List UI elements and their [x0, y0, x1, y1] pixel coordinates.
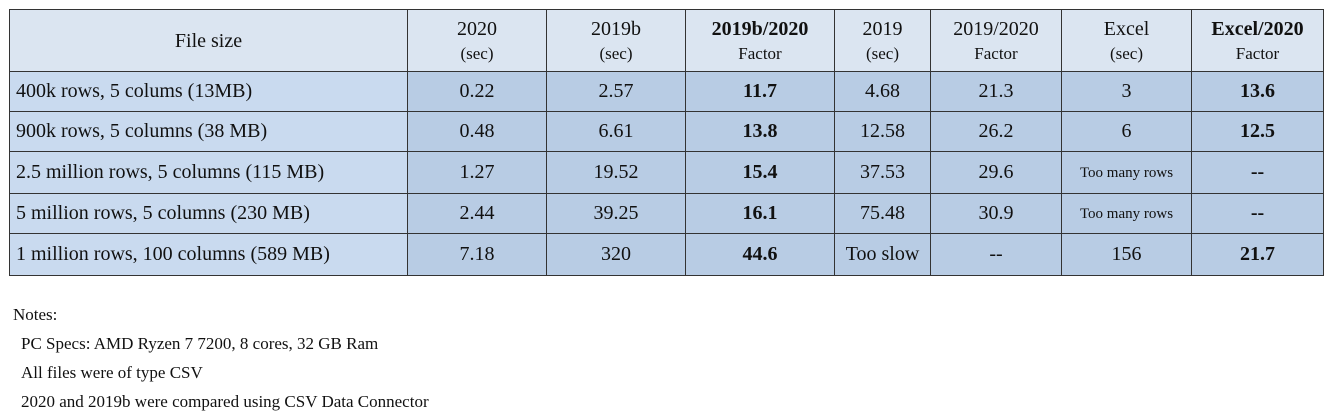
cell: 21.3: [930, 71, 1062, 112]
data-row: 5 million rows, 5 columns (230 MB) 2.44 39…: [9, 193, 1324, 234]
cell: 2.44: [407, 193, 547, 234]
cell: 26.2: [930, 111, 1062, 152]
header-cell: 2020 (sec): [407, 9, 547, 72]
header-row: File size 2020 (sec) 2019b (sec) 2019b/2020 Fa…: [9, 9, 1324, 72]
header-sub: Factor: [1235, 43, 1280, 63]
cell: 29.6: [930, 151, 1062, 194]
cell: 44.6: [685, 233, 835, 276]
cell: 6.61: [546, 111, 686, 152]
row-label: 900k rows, 5 columns (38 MB): [9, 111, 408, 152]
cell: --: [1191, 151, 1324, 194]
cell: 16.1: [685, 193, 835, 234]
cell: 1.27: [407, 151, 547, 194]
cell: 13.8: [685, 111, 835, 152]
header-sub: (sec): [1109, 43, 1144, 63]
row-label: 5 million rows, 5 columns (230 MB): [9, 193, 408, 234]
header-sub: (sec): [599, 43, 633, 63]
cell: Too many rows: [1061, 193, 1192, 234]
cell: 12.58: [834, 111, 931, 152]
cell: 0.22: [407, 71, 547, 112]
cell: Too many rows: [1061, 151, 1192, 194]
cell: 7.18: [407, 233, 547, 276]
header-title: 2019: [862, 17, 903, 40]
cell: 320: [546, 233, 686, 276]
header-cell: Excel (sec): [1061, 9, 1192, 72]
header-cell: Excel/2020 Factor: [1191, 9, 1324, 72]
header-title: 2020: [457, 17, 497, 40]
cell: --: [1191, 193, 1324, 234]
cell: 3: [1061, 71, 1192, 112]
cell: 21.7: [1191, 233, 1324, 276]
cell: 13.6: [1191, 71, 1324, 112]
header-cell: 2019/2020 Factor: [930, 9, 1062, 72]
header-title: 2019b/2020: [711, 17, 809, 40]
header-cell: 2019b/2020 Factor: [685, 9, 835, 72]
data-row: 2.5 million rows, 5 columns (115 MB) 1.27…: [9, 151, 1324, 194]
cell: 156: [1061, 233, 1192, 276]
cell: 15.4: [685, 151, 835, 194]
header-title: Excel: [1103, 17, 1150, 40]
cell: 6: [1061, 111, 1192, 152]
cell: 30.9: [930, 193, 1062, 234]
header-title: Excel/2020: [1211, 17, 1304, 40]
header-cell: 2019b (sec): [546, 9, 686, 72]
cell: --: [930, 233, 1062, 276]
note-line: PC Specs: AMD Ryzen 7 7200, 8 cores, 32 …: [21, 334, 379, 353]
cell: 12.5: [1191, 111, 1324, 152]
cell: 4.68: [834, 71, 931, 112]
note-line: 2020 and 2019b were compared using CSV D…: [21, 392, 429, 411]
data-row: 400k rows, 5 colums (13MB) 0.22 2.57 11.7 4.…: [9, 71, 1324, 112]
header-title: File size: [174, 29, 243, 52]
notes-title: Notes:: [13, 305, 58, 324]
header-sub: (sec): [460, 43, 494, 63]
notes: Notes: PC Specs: AMD Ryzen 7 7200, 8 cor…: [13, 300, 429, 416]
row-label: 2.5 million rows, 5 columns (115 MB): [9, 151, 408, 194]
row-label: 1 million rows, 100 columns (589 MB): [9, 233, 408, 276]
cell: 11.7: [685, 71, 835, 112]
cell: 39.25: [546, 193, 686, 234]
cell: Too slow: [834, 233, 931, 276]
data-row: 900k rows, 5 columns (38 MB) 0.48 6.61 13.8…: [9, 111, 1324, 152]
note-line: All files were of type CSV: [21, 363, 203, 382]
cell: 37.53: [834, 151, 931, 194]
results-table: File size 2020 (sec) 2019b (sec) 2019b/2020 Fa…: [9, 9, 1324, 276]
cell: 19.52: [546, 151, 686, 194]
header-title: 2019/2020: [953, 17, 1039, 40]
header-sub: Factor: [738, 43, 782, 63]
header-sub: Factor: [974, 43, 1018, 63]
cell: 0.48: [407, 111, 547, 152]
cell: 75.48: [834, 193, 931, 234]
header-title: 2019b: [591, 17, 641, 40]
header-cell: 2019 (sec): [834, 9, 931, 72]
cell: 2.57: [546, 71, 686, 112]
data-row: 1 million rows, 100 columns (589 MB) 7.18…: [9, 233, 1324, 276]
header-sub: (sec): [865, 43, 900, 63]
header-cell: File size: [9, 9, 408, 72]
row-label: 400k rows, 5 colums (13MB): [9, 71, 408, 112]
